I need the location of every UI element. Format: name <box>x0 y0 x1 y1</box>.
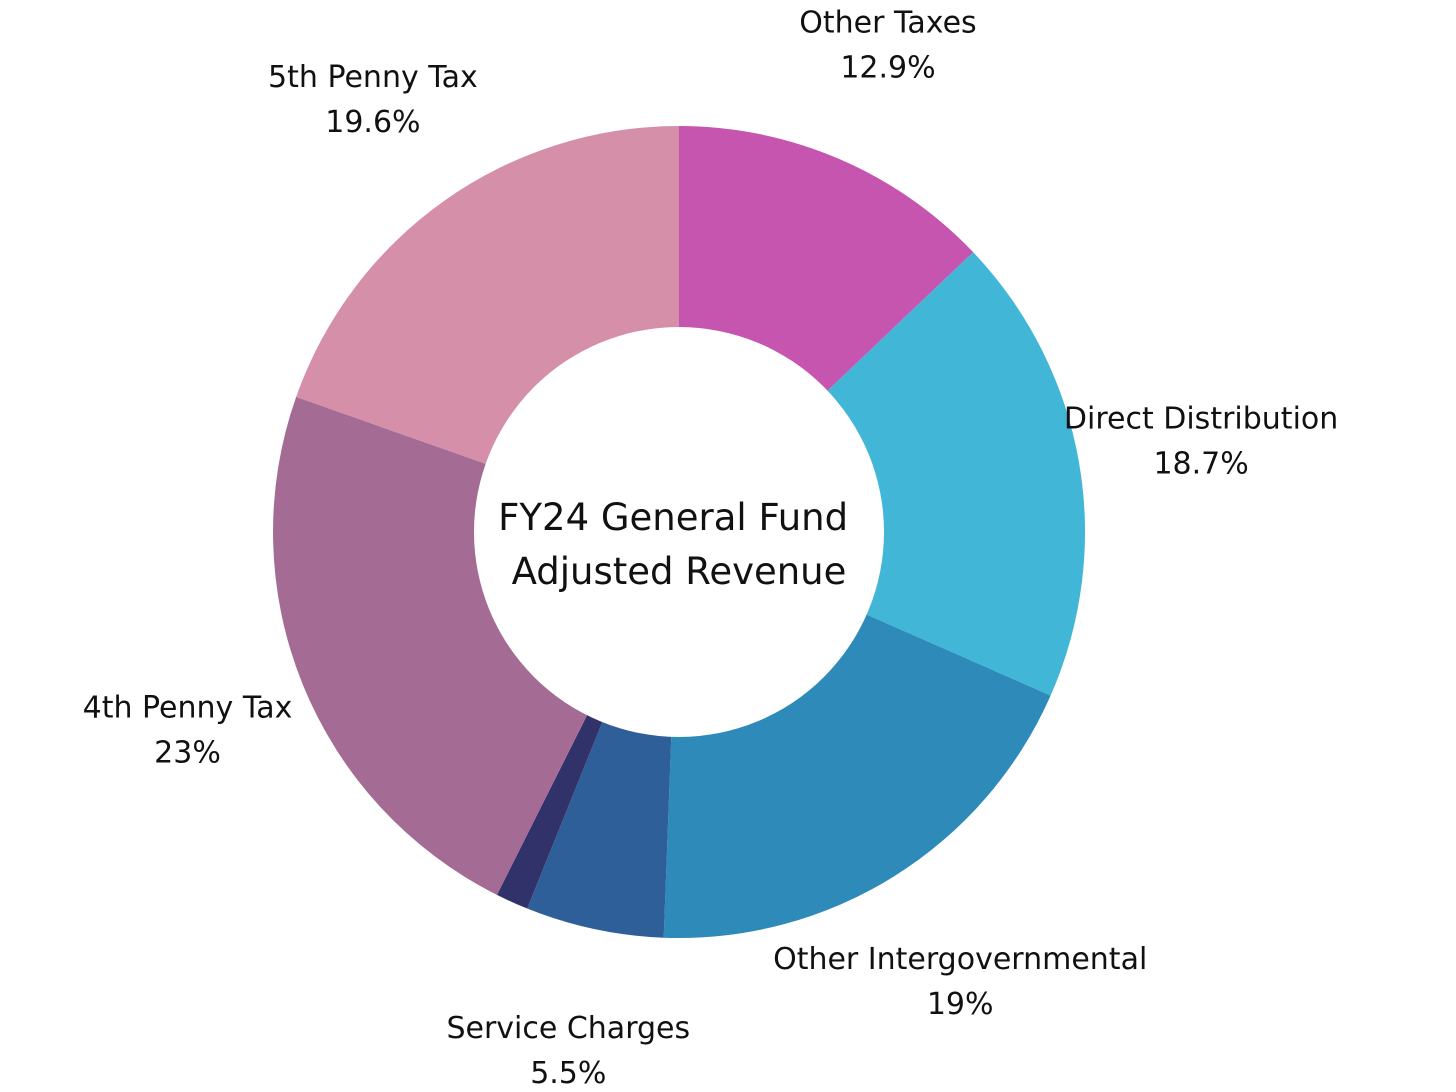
slice-label-value: 12.9% <box>840 50 935 85</box>
slice-label-name: Other Intergovernmental <box>773 942 1147 977</box>
slice-label-value: 18.7% <box>1153 446 1248 481</box>
slice-label-name: Service Charges <box>446 1011 690 1046</box>
slice-label-5th-penny-tax: 5th Penny Tax 19.6% <box>268 60 478 140</box>
slice-label-4th-penny-tax: 4th Penny Tax 23% <box>83 691 293 771</box>
slice-direct-distribution <box>679 252 1086 696</box>
center-title-line-1: FY24 General Fund <box>498 496 848 539</box>
center-title-line-2: Adjusted Revenue <box>512 550 847 593</box>
chart-center-title: FY24 General Fund Adjusted Revenue <box>498 496 860 593</box>
slice-label-other-intergovernmental: Other Intergovernmental 19% <box>773 942 1147 1022</box>
slice-label-name: 5th Penny Tax <box>268 60 478 95</box>
slice-label-value: 5.5% <box>530 1056 606 1091</box>
slice-label-name: Direct Distribution <box>1064 401 1338 436</box>
slice-label-value: 19% <box>927 987 994 1022</box>
labels-layer: Other Taxes 12.9% Direct Distribution 18.7%… <box>83 5 1339 1090</box>
donut-hole <box>474 327 884 737</box>
slice-label-direct-distribution: Direct Distribution 18.7% <box>1064 401 1338 481</box>
slice-label-service-charges: Service Charges 5.5% <box>446 1011 690 1091</box>
slice-label-name: 4th Penny Tax <box>83 691 293 726</box>
slice-label-value: 23% <box>154 736 221 771</box>
slice-label-other-taxes: Other Taxes 12.9% <box>799 5 976 85</box>
slice-label-name: Other Taxes <box>799 5 976 40</box>
slice-label-value: 19.6% <box>325 105 420 140</box>
